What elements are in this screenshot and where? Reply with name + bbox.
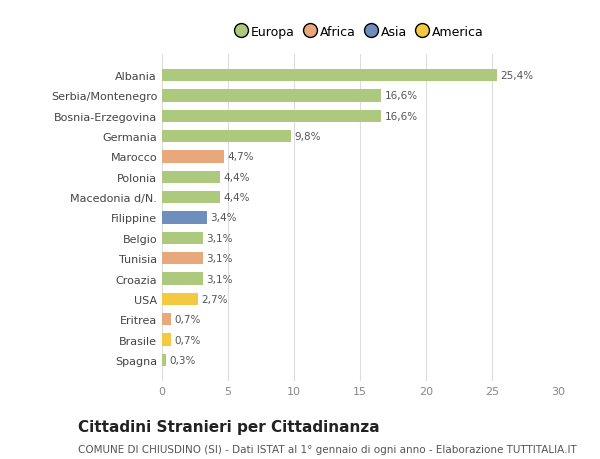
- Text: 0,3%: 0,3%: [169, 355, 196, 365]
- Bar: [162, 192, 220, 204]
- Text: 9,8%: 9,8%: [295, 132, 321, 142]
- Text: 3,1%: 3,1%: [206, 233, 233, 243]
- Text: 4,7%: 4,7%: [227, 152, 254, 162]
- Text: 0,7%: 0,7%: [175, 314, 201, 325]
- Text: 16,6%: 16,6%: [385, 112, 418, 122]
- Bar: [162, 111, 381, 123]
- Bar: [162, 171, 220, 184]
- Text: 3,4%: 3,4%: [210, 213, 236, 223]
- Bar: [162, 273, 203, 285]
- Text: 4,4%: 4,4%: [223, 173, 250, 182]
- Text: 25,4%: 25,4%: [500, 71, 534, 81]
- Text: 3,1%: 3,1%: [206, 254, 233, 263]
- Bar: [162, 252, 203, 265]
- Text: 0,7%: 0,7%: [175, 335, 201, 345]
- Bar: [162, 90, 381, 102]
- Bar: [162, 131, 292, 143]
- Text: Cittadini Stranieri per Cittadinanza: Cittadini Stranieri per Cittadinanza: [78, 419, 380, 434]
- Bar: [162, 334, 171, 346]
- Text: COMUNE DI CHIUSDINO (SI) - Dati ISTAT al 1° gennaio di ogni anno - Elaborazione : COMUNE DI CHIUSDINO (SI) - Dati ISTAT al…: [78, 444, 577, 454]
- Bar: [162, 70, 497, 82]
- Text: 3,1%: 3,1%: [206, 274, 233, 284]
- Bar: [162, 354, 166, 366]
- Bar: [162, 212, 207, 224]
- Text: 16,6%: 16,6%: [385, 91, 418, 101]
- Bar: [162, 232, 203, 244]
- Legend: Europa, Africa, Asia, America: Europa, Africa, Asia, America: [232, 22, 488, 43]
- Bar: [162, 151, 224, 163]
- Bar: [162, 293, 197, 305]
- Bar: [162, 313, 171, 325]
- Text: 2,7%: 2,7%: [201, 294, 227, 304]
- Text: 4,4%: 4,4%: [223, 193, 250, 203]
